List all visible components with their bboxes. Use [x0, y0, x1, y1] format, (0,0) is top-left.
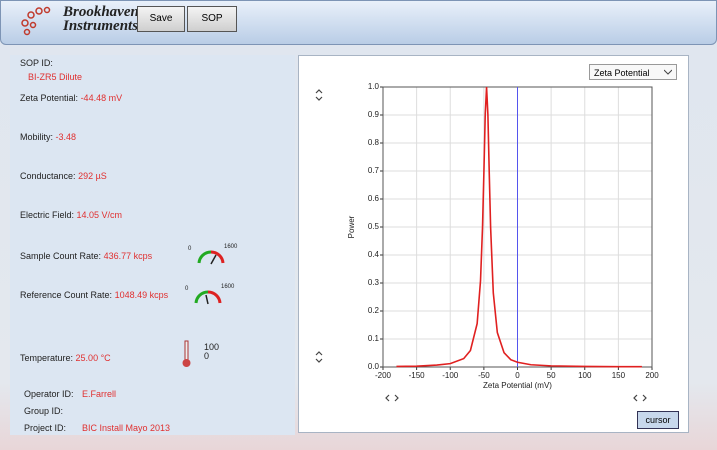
- field-label: Temperature:: [20, 353, 74, 363]
- y-tick-label: 0.7: [368, 166, 380, 175]
- y-tick-label: 0.0: [368, 362, 380, 371]
- x-tick-label: -100: [442, 371, 459, 380]
- y-tick-label: 0.2: [368, 306, 380, 315]
- logo-icon: [21, 6, 51, 36]
- results-panel: SOP ID: BI-ZR5 Dilute Zeta Potential: -44.…: [10, 55, 295, 435]
- gauge-max: 1600: [221, 284, 235, 290]
- thermo-min: 0: [204, 351, 210, 361]
- scroll-icon[interactable]: [315, 89, 323, 94]
- thermometer: [182, 340, 191, 367]
- dropdown-arrow: [664, 69, 672, 75]
- gauge-min: 0: [188, 246, 192, 252]
- y-tick-label: 0.8: [368, 138, 380, 147]
- y-axis-label: Power: [347, 215, 356, 238]
- x-tick-label: 150: [612, 371, 626, 380]
- save-button[interactable]: Save: [137, 6, 185, 32]
- field-value: 14.05 V/cm: [76, 210, 123, 220]
- x-tick-label: 100: [578, 371, 592, 380]
- logo-line: Instruments: [63, 18, 139, 34]
- header: Brookhaven Instruments Save SOP: [0, 0, 717, 45]
- field-row: Group ID:: [24, 406, 82, 416]
- scroll-icon[interactable]: [315, 358, 323, 363]
- sop-button[interactable]: SOP: [187, 6, 237, 32]
- field-row: Zeta Potential: -44.48 mV: [20, 93, 122, 103]
- pan-icon[interactable]: [385, 394, 390, 402]
- pan-icon[interactable]: [642, 394, 647, 402]
- pan-icon[interactable]: [633, 394, 638, 402]
- field-row: Reference Count Rate: 1048.49 kcps: [20, 290, 168, 300]
- field-label: Group ID:: [24, 406, 64, 416]
- field-value: -44.48 mV: [80, 93, 123, 103]
- field-row: Conductance: 292 µS: [20, 171, 107, 181]
- logo: Brookhaven Instruments: [63, 4, 139, 34]
- field-row: Electric Field: 14.05 V/cm: [20, 210, 122, 220]
- field-label: Mobility:: [20, 132, 54, 142]
- field-value: -3.48: [55, 132, 77, 142]
- view-dropdown[interactable]: Zeta Potential: [589, 64, 677, 80]
- field-value: 436.77 kcps: [103, 251, 153, 261]
- field-label: Zeta Potential:: [20, 93, 79, 103]
- y-tick-label: 0.5: [368, 222, 380, 231]
- gauge-min: 0: [185, 286, 189, 292]
- field-value: 1048.49 kcps: [114, 290, 169, 300]
- y-tick-label: 1.0: [368, 82, 380, 91]
- x-tick-label: 200: [645, 371, 659, 380]
- x-tick-label: 0: [515, 371, 520, 380]
- field-value: 292 µS: [78, 171, 107, 181]
- x-tick-label: -200: [375, 371, 392, 380]
- gauge: [194, 290, 222, 305]
- x-tick-label: 50: [547, 371, 556, 380]
- x-axis-label: Zeta Potential (mV): [483, 381, 552, 390]
- chart-panel: Zeta Potential 0.0 0.1 0.2 0.3 0.4 0.5 0.6 0.7 0…: [298, 55, 689, 433]
- field-value: BI-ZR5 Dilute: [28, 72, 83, 82]
- field-row: Operator ID: E.Farrell: [24, 389, 116, 399]
- pan-icon[interactable]: [394, 394, 399, 402]
- field-label: SOP ID:: [20, 58, 53, 68]
- dropdown-text: Zeta Potential: [594, 68, 650, 78]
- x-tick-label: -150: [409, 371, 426, 380]
- data-line: [396, 86, 642, 368]
- field-row: Mobility: -3.48: [20, 132, 76, 142]
- scroll-icon[interactable]: [315, 351, 323, 356]
- logo-line: Brookhaven: [63, 4, 139, 20]
- field-row: Project ID: BIC Install Mayo 2013: [24, 423, 170, 433]
- scroll-icon[interactable]: [315, 96, 323, 101]
- cursor-button[interactable]: cursor: [637, 411, 679, 429]
- y-tick-label: 0.1: [368, 334, 380, 343]
- field-value: 25.00 °C: [75, 353, 111, 363]
- gauge: [197, 250, 225, 265]
- field-label: Sample Count Rate:: [20, 251, 102, 261]
- chart: 0.0 0.1 0.2 0.3 0.4 0.5 0.6 0.7 0.8 0.9 1.0 -200 -15…: [315, 82, 659, 402]
- field-label: Reference Count Rate:: [20, 290, 113, 300]
- thermo-max: 100: [204, 342, 220, 352]
- y-tick-label: 0.3: [368, 278, 380, 287]
- field-row: Sample Count Rate: 436.77 kcps: [20, 251, 152, 261]
- field-value: E.Farrell: [82, 389, 117, 399]
- y-tick-label: 0.6: [368, 194, 380, 203]
- field-label: Electric Field:: [20, 210, 75, 220]
- y-tick-label: 0.9: [368, 110, 380, 119]
- field-row: Temperature: 25.00 °C: [20, 353, 111, 363]
- field-value: BIC Install Mayo 2013: [82, 423, 171, 433]
- field-label: Conductance:: [20, 171, 76, 181]
- field-label: Operator ID:: [24, 389, 74, 399]
- gauge-max: 1600: [224, 244, 238, 250]
- field-label: Project ID:: [24, 423, 67, 433]
- x-tick-label: -50: [478, 371, 490, 380]
- y-tick-label: 0.4: [368, 250, 380, 259]
